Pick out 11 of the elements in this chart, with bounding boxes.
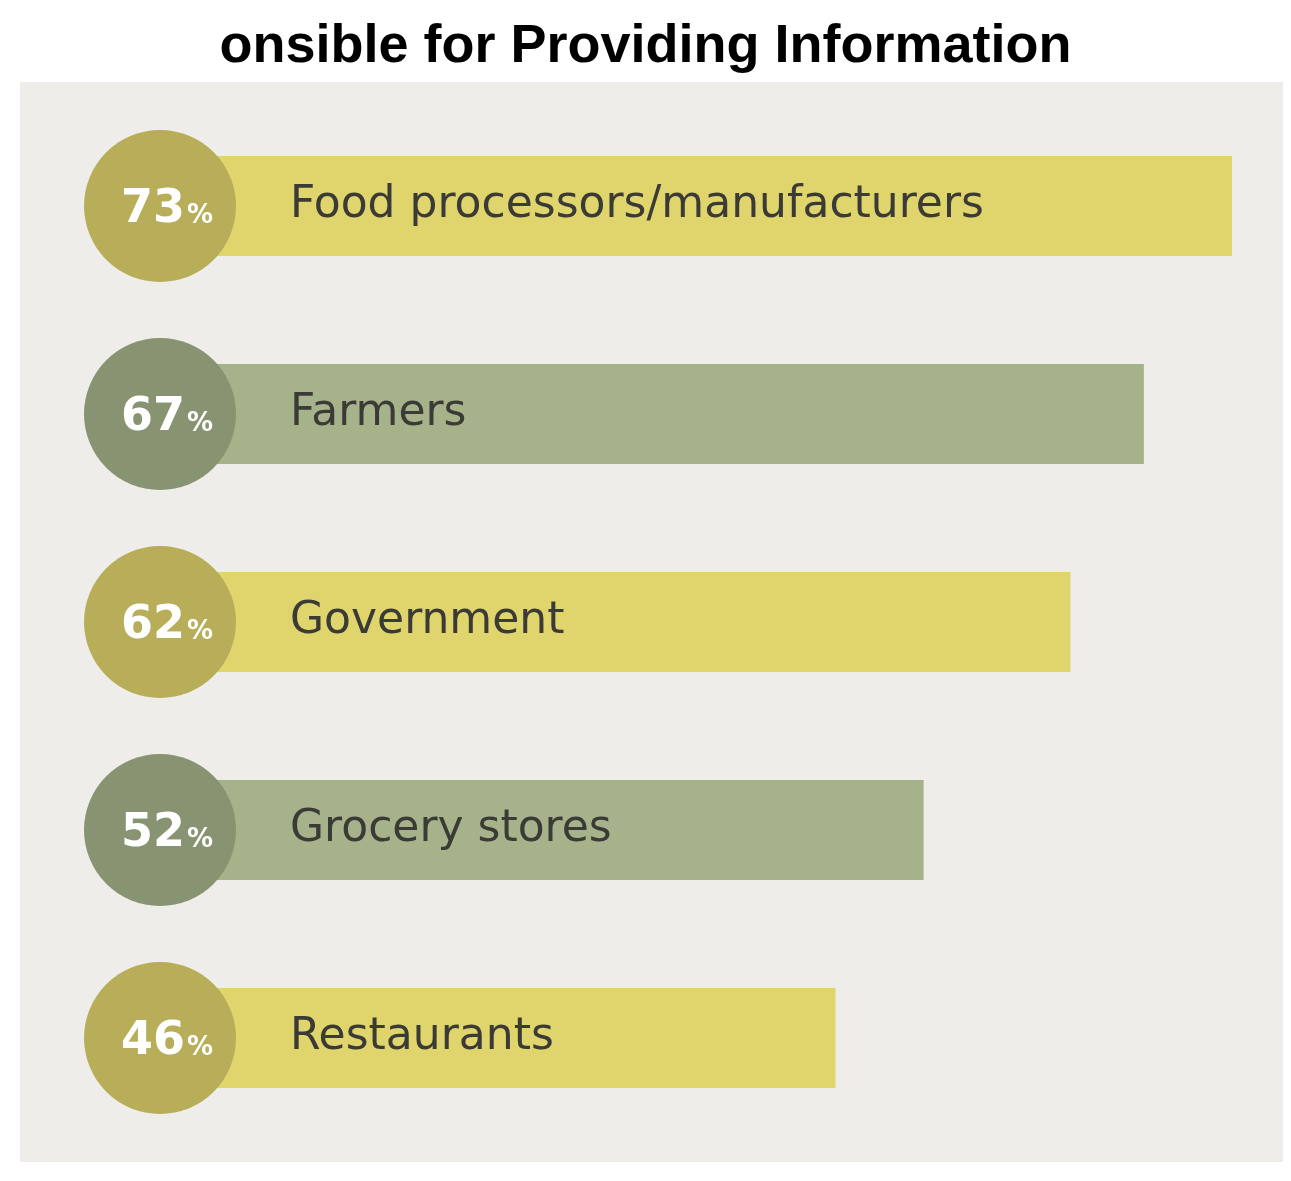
data-label: 52% — [120, 802, 214, 857]
data-label: 67% — [120, 386, 214, 441]
y-tick-label: Farmers — [290, 384, 467, 436]
y-tick-label: Food processors/manufacturers — [290, 176, 984, 228]
y-tick-label: Grocery stores — [290, 800, 612, 852]
data-label: 73% — [120, 178, 214, 233]
y-tick-label: Government — [290, 592, 565, 644]
chart-title: onsible for Providing Information — [218, 12, 1073, 75]
y-tick-label: Restaurants — [290, 1008, 554, 1060]
data-label: 62% — [120, 594, 214, 649]
data-label: 46% — [120, 1010, 214, 1065]
